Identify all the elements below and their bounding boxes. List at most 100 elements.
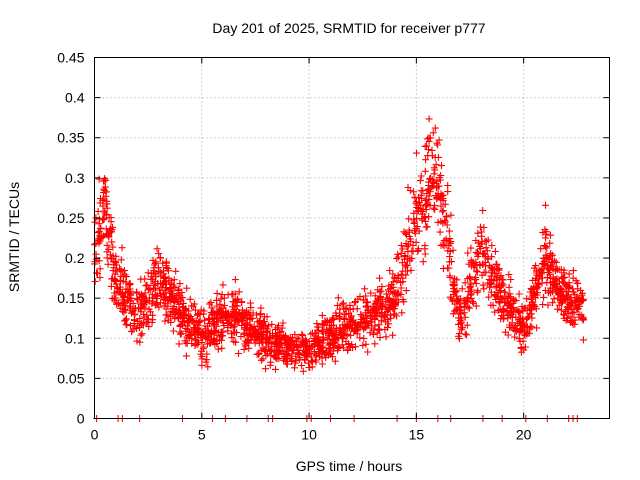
data-point [331,357,339,365]
data-point [410,188,417,196]
data-point [413,223,421,230]
data-point [444,264,451,272]
data-point [546,275,554,282]
data-point [544,301,552,309]
data-point [375,305,383,312]
data-point [297,340,305,348]
data-point [201,322,209,330]
data-point [530,264,538,272]
data-point [433,194,441,202]
data-point [517,314,525,322]
data-point [207,299,215,307]
data-point [143,311,151,319]
data-points [91,115,587,422]
x-axis-title: GPS time / hours [296,458,403,474]
data-point [458,325,466,333]
data-point [181,337,189,345]
data-point [228,334,236,342]
data-point [101,175,109,183]
data-point [126,302,134,310]
data-point [422,156,430,164]
data-point [397,249,405,257]
data-point [376,274,384,282]
data-point [94,270,101,277]
data-point [437,202,445,210]
data-point [369,329,377,337]
data-point [439,195,447,203]
data-point [463,321,471,329]
data-point [346,305,354,313]
data-point [182,352,190,360]
data-point [537,266,545,274]
data-point [246,316,254,324]
data-point [169,327,177,335]
data-point [248,324,256,332]
data-point [94,229,102,237]
data-point [467,294,475,302]
data-point [266,333,274,341]
data-point [321,318,329,326]
data-point [454,296,462,304]
data-point [501,299,509,307]
data-point [438,208,446,216]
data-point [353,322,361,330]
data-point [240,345,248,353]
data-point [224,319,231,327]
data-point [272,330,280,338]
data-point [157,299,165,307]
data-point [547,250,555,257]
data-point [311,330,319,337]
data-point [149,297,157,305]
data-point [323,325,331,333]
data-point [457,319,465,327]
data-point [441,200,449,208]
data-point [482,238,490,245]
data-point [123,273,130,281]
data-point [479,207,487,214]
data-point [127,294,135,302]
data-point [186,295,194,303]
data-point [144,315,152,323]
data-point [522,315,530,323]
data-point [120,267,128,274]
data-point [162,262,170,270]
y-tick-label: 0.2 [65,250,85,266]
data-point [386,267,394,274]
data-point [162,280,170,288]
data-point [346,316,354,324]
data-point [422,217,429,225]
data-point [505,271,513,279]
data-point [520,321,528,329]
data-point [162,311,170,319]
data-point [463,297,471,305]
data-point [205,300,213,308]
data-point [167,277,175,285]
data-point [371,340,379,348]
data-point [353,305,361,313]
data-point [102,188,110,196]
data-point [523,295,531,303]
data-point [328,336,336,344]
data-point [105,245,113,253]
data-point [149,256,157,264]
data-point [104,230,112,238]
data-point [230,338,238,346]
data-point [273,324,281,332]
data-point [253,318,261,326]
data-point [278,344,286,352]
data-point [144,269,152,277]
data-point [241,342,249,350]
data-point [243,332,251,339]
data-point [378,283,386,291]
data-point [359,296,367,304]
data-point [229,308,237,316]
data-point [143,281,151,289]
data-point [402,229,409,237]
data-point [351,299,359,307]
data-point [252,332,260,340]
data-point [451,287,459,295]
data-point [389,278,397,286]
data-point [547,284,554,292]
data-point [235,318,243,326]
data-point [107,218,115,226]
